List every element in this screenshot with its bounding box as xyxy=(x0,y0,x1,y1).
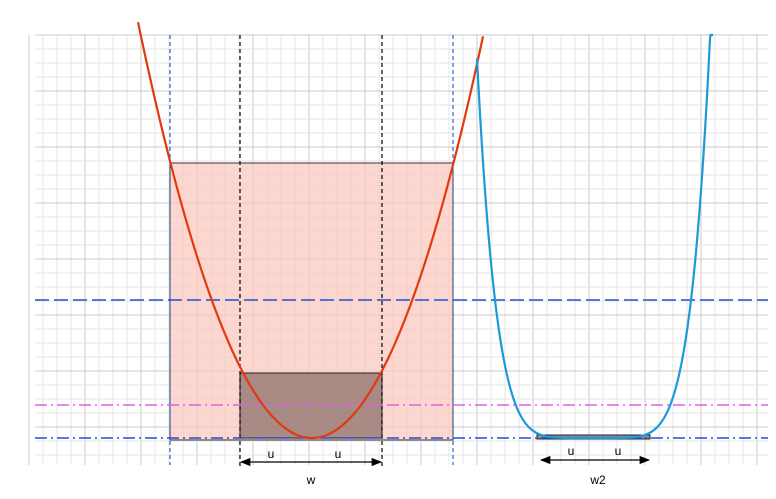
width-label: w2 xyxy=(589,473,606,487)
parabola-curve xyxy=(136,21,485,440)
guide-lines xyxy=(35,35,768,468)
segment-label: u xyxy=(268,447,275,461)
segment-label: u xyxy=(335,447,342,461)
width-label: w xyxy=(306,473,316,487)
segment-label: u xyxy=(615,444,622,458)
steep-curve xyxy=(475,33,713,440)
segment-label: u xyxy=(568,444,575,458)
